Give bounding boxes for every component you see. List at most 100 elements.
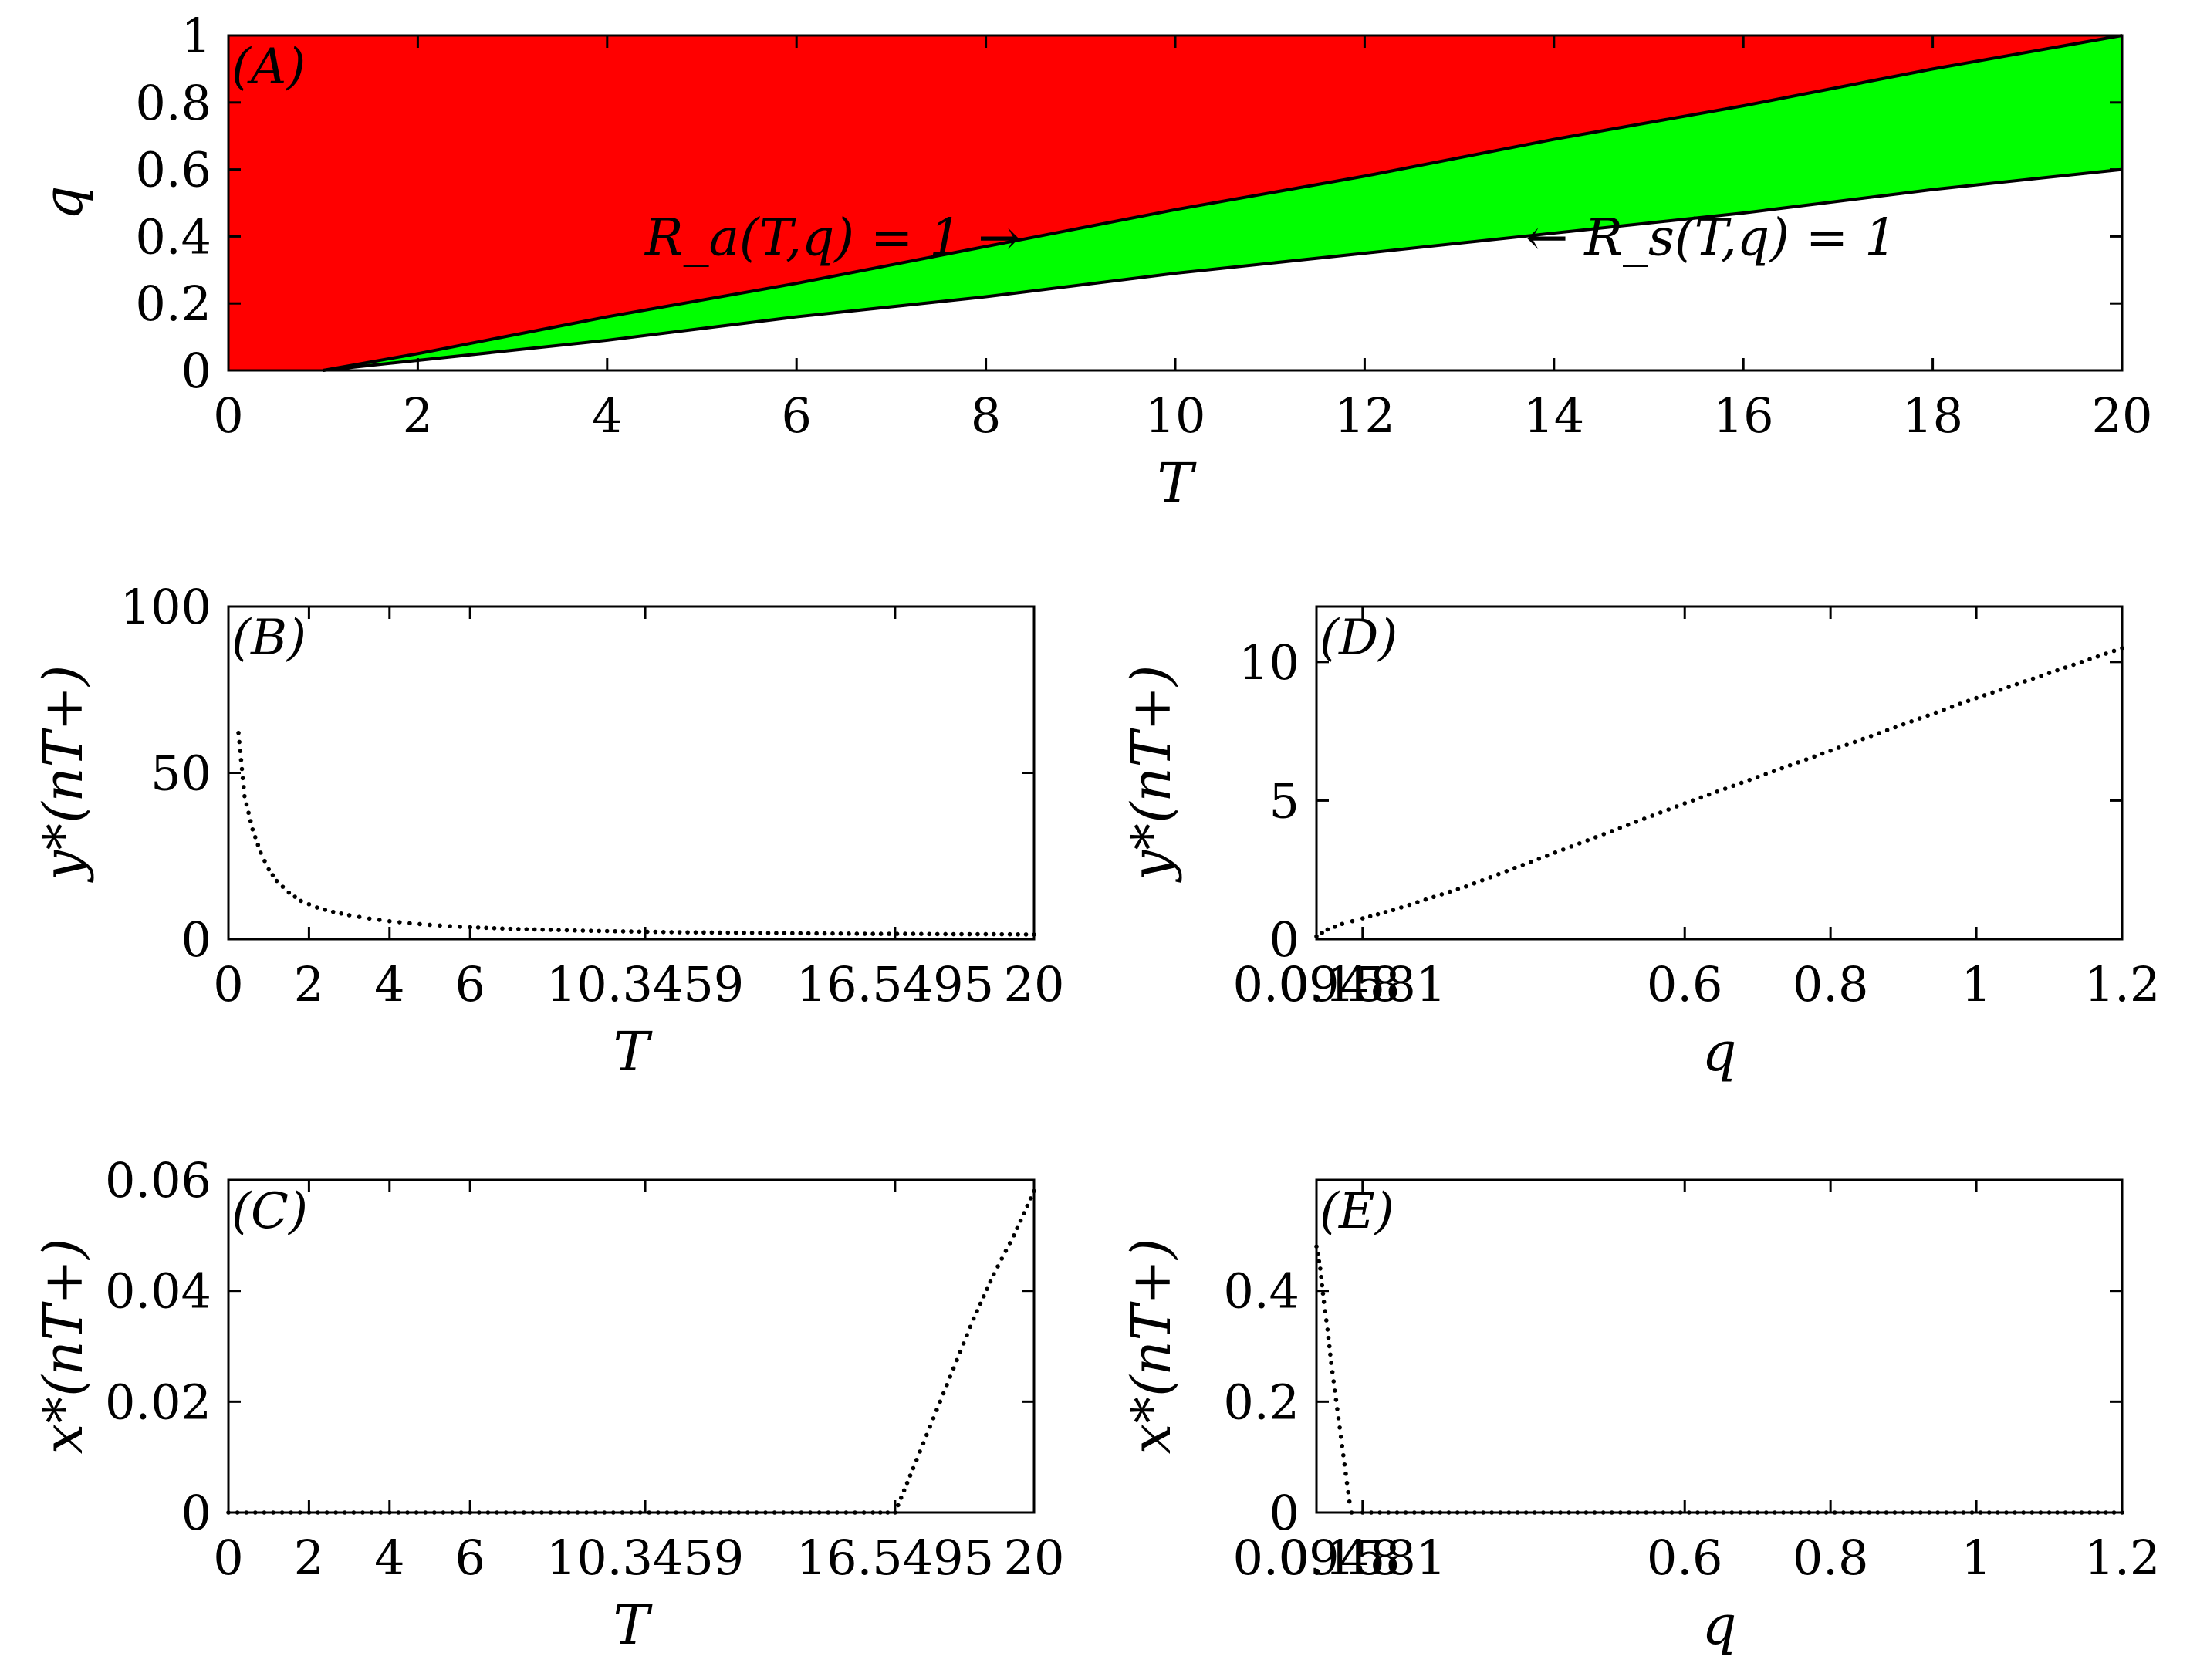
x-tick-label: 0.6 xyxy=(1647,1530,1723,1586)
data-point xyxy=(262,858,267,864)
data-point xyxy=(1003,1249,1009,1253)
data-point xyxy=(2079,660,2084,664)
y-tick-label: 0.02 xyxy=(105,1374,211,1430)
data-point xyxy=(1949,705,1955,709)
data-point xyxy=(830,931,835,936)
data-point xyxy=(1617,826,1623,830)
y-tick-label: 0 xyxy=(181,911,211,968)
data-point xyxy=(718,930,722,935)
plot-frame xyxy=(1315,605,2124,941)
panel-label: (A) xyxy=(232,39,306,96)
data-point xyxy=(1860,736,1865,742)
data-point xyxy=(1329,1361,1333,1365)
data-point xyxy=(1333,1398,1339,1402)
data-point xyxy=(1682,801,1688,806)
data-point xyxy=(992,1272,996,1276)
data-point xyxy=(2055,668,2060,673)
x-tick-label: 6 xyxy=(455,956,485,1012)
x-tick-label: 20 xyxy=(1004,956,1065,1012)
data-point xyxy=(931,1416,936,1421)
data-point xyxy=(934,931,940,937)
data-point xyxy=(985,1286,989,1292)
data-point xyxy=(1779,766,1784,771)
data-point xyxy=(1025,1203,1030,1208)
data-point xyxy=(911,1465,916,1471)
region-above-ra xyxy=(228,35,2122,370)
data-point xyxy=(967,931,972,937)
data-point xyxy=(323,908,328,912)
data-point xyxy=(854,931,860,936)
x-tick-label: 12 xyxy=(1334,387,1395,444)
data-point xyxy=(1771,769,1776,774)
data-point xyxy=(397,920,402,925)
data-point xyxy=(1965,698,1971,704)
data-point xyxy=(1601,832,1607,837)
data-point xyxy=(927,931,932,937)
data-point xyxy=(458,925,462,929)
data-point xyxy=(725,930,731,935)
data-point xyxy=(1917,716,1922,721)
data-point xyxy=(948,1374,953,1379)
data-point xyxy=(911,931,916,936)
data-point xyxy=(387,918,392,924)
data-point xyxy=(1023,932,1029,937)
y-tick-label: 0.6 xyxy=(135,142,211,198)
data-point xyxy=(589,928,593,934)
data-point xyxy=(774,931,779,935)
data-point xyxy=(1016,931,1020,937)
data-point xyxy=(1328,1352,1333,1357)
data-point xyxy=(1407,902,1412,908)
y-tick-label: 0.06 xyxy=(105,1152,211,1208)
x-tick-label: 1.2 xyxy=(2084,1530,2161,1586)
data-point xyxy=(1018,1218,1023,1223)
data-point xyxy=(1320,1291,1326,1296)
x-tick-label: 4 xyxy=(374,1530,404,1586)
data-point xyxy=(1342,1462,1347,1467)
y-tick-label: 0.04 xyxy=(105,1263,211,1320)
data-point xyxy=(1327,1344,1332,1349)
data-point xyxy=(299,898,303,904)
data-point xyxy=(2030,676,2036,681)
data-point xyxy=(1577,841,1582,846)
data-point xyxy=(241,785,246,789)
data-point xyxy=(242,793,247,799)
data-point xyxy=(941,1391,946,1396)
data-point xyxy=(280,884,286,889)
y-tick-label: 100 xyxy=(120,579,211,635)
x-tick-label: 4 xyxy=(592,387,622,444)
data-point xyxy=(822,931,827,936)
data-point xyxy=(887,931,891,936)
data-point xyxy=(532,927,537,932)
data-point xyxy=(2014,681,2019,687)
data-point xyxy=(475,925,481,930)
data-point xyxy=(2046,671,2052,675)
data-point xyxy=(1343,1471,1348,1476)
data-point xyxy=(1316,1259,1322,1264)
data-point xyxy=(255,843,261,847)
data-point xyxy=(1569,844,1574,849)
x-tick-label: 0.1581 xyxy=(1279,956,1446,1012)
data-point xyxy=(765,931,771,935)
data-point xyxy=(1319,1274,1323,1279)
data-point xyxy=(999,931,1005,937)
data-point xyxy=(928,1424,932,1429)
data-point xyxy=(1958,701,1962,706)
data-point xyxy=(2087,657,2092,662)
data-point xyxy=(968,1324,973,1330)
data-point xyxy=(924,1432,929,1438)
data-point xyxy=(1893,725,1898,730)
curve-rs xyxy=(323,167,2123,372)
data-point xyxy=(1844,742,1849,747)
data-point xyxy=(1544,854,1550,858)
x-tick-label: 0.0948 xyxy=(1233,956,1401,1012)
data-point xyxy=(1901,722,1906,727)
data-point xyxy=(901,1488,907,1493)
plot-frame xyxy=(227,605,1036,941)
data-point xyxy=(597,928,602,934)
data-point xyxy=(330,909,336,914)
data-point xyxy=(1560,847,1566,852)
x-tick-label: 10.3459 xyxy=(546,1530,744,1586)
data-point xyxy=(407,921,412,926)
data-point xyxy=(500,926,505,931)
